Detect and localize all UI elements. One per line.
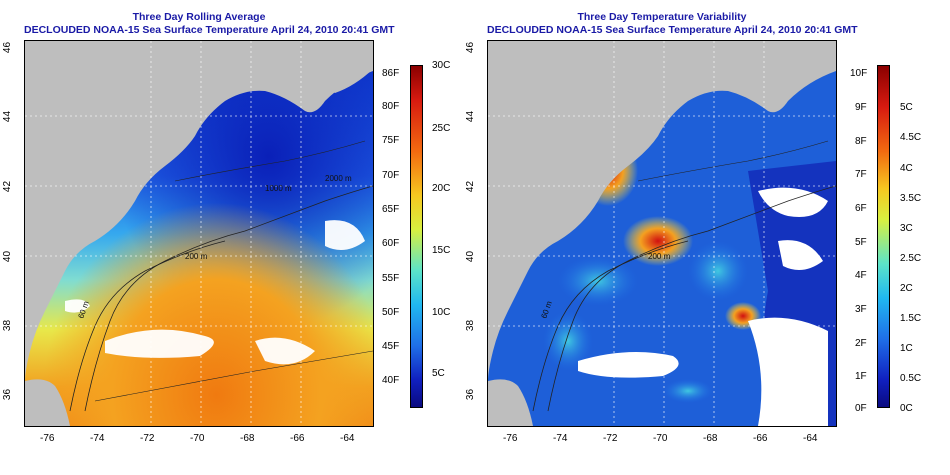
left-cb-f-45: 45F bbox=[382, 341, 400, 352]
left-cb-c-30: 30C bbox=[432, 60, 451, 71]
right-lon-tick--72: -72 bbox=[603, 433, 618, 444]
left-lat-tick-46: 46 bbox=[2, 41, 14, 54]
right-land bbox=[488, 41, 836, 381]
left-gridlines bbox=[25, 41, 373, 426]
left-lon-tick--76: -76 bbox=[40, 433, 55, 444]
right-cb-c-1: 1C bbox=[900, 343, 913, 354]
left-cb-c-5: 5C bbox=[432, 368, 445, 379]
right-cb-c-2: 2C bbox=[900, 283, 913, 294]
right-cb-c-1.5: 1.5C bbox=[900, 313, 922, 324]
left-lon-tick--64: -64 bbox=[340, 433, 355, 444]
right-contour-60m bbox=[532, 240, 689, 412]
right-lat-tick-38: 38 bbox=[465, 319, 477, 332]
left-cb-c-10: 10C bbox=[432, 307, 451, 318]
left-title-line2: DECLOUDED NOAA-15 Sea Surface Temperatur… bbox=[24, 24, 395, 36]
left-cb-f-75: 75F bbox=[382, 135, 400, 146]
right-lat-tick-40: 40 bbox=[465, 250, 477, 263]
right-cb-f-6: 6F bbox=[855, 203, 867, 214]
left-cb-f-50: 50F bbox=[382, 307, 400, 318]
right-cb-f-4: 4F bbox=[855, 270, 867, 281]
left-contour-label-2000m: 2000 m bbox=[325, 174, 352, 183]
left-lon-tick--74: -74 bbox=[90, 433, 105, 444]
right-lat-tick-46: 46 bbox=[465, 41, 477, 54]
left-lon-tick--66: -66 bbox=[290, 433, 305, 444]
left-contour-200m bbox=[84, 185, 373, 412]
right-title-line2: DECLOUDED NOAA-15 Sea Surface Temperatur… bbox=[487, 24, 858, 36]
left-lat-tick-44: 44 bbox=[2, 110, 14, 123]
right-cb-f-7: 7F bbox=[855, 169, 867, 180]
right-gridlines bbox=[488, 41, 836, 426]
left-map: 200 m 60 m 2000 m 1000 m bbox=[24, 40, 374, 427]
left-lon-tick--70: -70 bbox=[190, 433, 205, 444]
right-cb-f-2: 2F bbox=[855, 338, 867, 349]
right-map: 200 m 60 m bbox=[487, 40, 837, 427]
right-cb-c-4.5: 4.5C bbox=[900, 132, 922, 143]
right-cb-f-1: 1F bbox=[855, 371, 867, 382]
left-lon-tick--68: -68 bbox=[240, 433, 255, 444]
right-title-line1: Three Day Temperature Variability bbox=[577, 11, 747, 23]
left-cb-c-25: 25C bbox=[432, 123, 451, 134]
right-colorbar bbox=[877, 65, 890, 408]
left-cb-f-65: 65F bbox=[382, 204, 400, 215]
right-lon-tick--76: -76 bbox=[503, 433, 518, 444]
left-contour-label-1000m: 1000 m bbox=[265, 184, 292, 193]
left-colorbar bbox=[410, 65, 423, 408]
right-contour-200m bbox=[547, 185, 836, 412]
right-cb-c-3.5: 3.5C bbox=[900, 193, 922, 204]
right-contour-label-200m: 200 m bbox=[648, 252, 671, 261]
right-lon-tick--74: -74 bbox=[553, 433, 568, 444]
right-lon-tick--64: -64 bbox=[803, 433, 818, 444]
right-lon-tick--70: -70 bbox=[653, 433, 668, 444]
left-lat-tick-42: 42 bbox=[2, 180, 14, 193]
right-cb-f-0: 0F bbox=[855, 403, 867, 414]
left-land bbox=[25, 41, 373, 381]
left-cb-f-55: 55F bbox=[382, 273, 400, 284]
right-cb-c-4: 4C bbox=[900, 163, 913, 174]
right-cb-c-2.5: 2.5C bbox=[900, 253, 922, 264]
left-lat-tick-40: 40 bbox=[2, 250, 14, 263]
right-cb-c-0.5: 0.5C bbox=[900, 373, 922, 384]
right-lat-tick-42: 42 bbox=[465, 180, 477, 193]
left-cloud-patches bbox=[65, 220, 365, 365]
left-cb-c-20: 20C bbox=[432, 183, 451, 194]
left-contour-60m bbox=[69, 240, 226, 412]
right-lon-tick--66: -66 bbox=[753, 433, 768, 444]
left-lat-tick-38: 38 bbox=[2, 319, 14, 332]
left-cb-c-15: 15C bbox=[432, 245, 451, 256]
right-cb-f-10: 10F bbox=[850, 68, 868, 79]
left-contour-label-200m: 200 m bbox=[185, 252, 208, 261]
right-lat-tick-36: 36 bbox=[465, 388, 477, 401]
left-cb-f-80: 80F bbox=[382, 101, 400, 112]
left-title-line1: Three Day Rolling Average bbox=[132, 11, 266, 23]
right-lat-tick-44: 44 bbox=[465, 110, 477, 123]
right-cb-c-0: 0C bbox=[900, 403, 913, 414]
left-cb-f-70: 70F bbox=[382, 170, 400, 181]
right-cb-c-5: 5C bbox=[900, 102, 913, 113]
right-cb-f-5: 5F bbox=[855, 237, 867, 248]
right-lon-tick--68: -68 bbox=[703, 433, 718, 444]
left-cb-f-86: 86F bbox=[382, 68, 400, 79]
right-cb-c-3: 3C bbox=[900, 223, 913, 234]
right-cb-f-9: 9F bbox=[855, 102, 867, 113]
right-cb-f-8: 8F bbox=[855, 136, 867, 147]
left-lon-tick--72: -72 bbox=[140, 433, 155, 444]
right-cb-f-3: 3F bbox=[855, 304, 867, 315]
right-cloud-patches bbox=[578, 187, 828, 426]
left-lat-tick-36: 36 bbox=[2, 388, 14, 401]
left-cb-f-60: 60F bbox=[382, 238, 400, 249]
left-cb-f-40: 40F bbox=[382, 375, 400, 386]
